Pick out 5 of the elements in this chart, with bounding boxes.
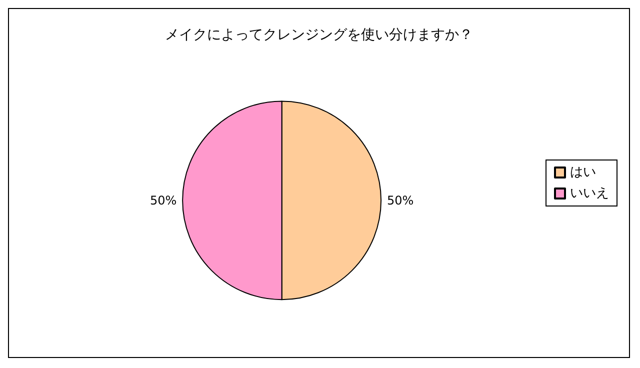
- data-label: 50%: [386, 193, 414, 208]
- data-label: 50%: [150, 193, 177, 208]
- chart-title: メイクによってクレンジングを使い分けますか？: [165, 27, 473, 43]
- legend-label: いいえ: [570, 186, 609, 201]
- legend-label: はい: [570, 165, 596, 180]
